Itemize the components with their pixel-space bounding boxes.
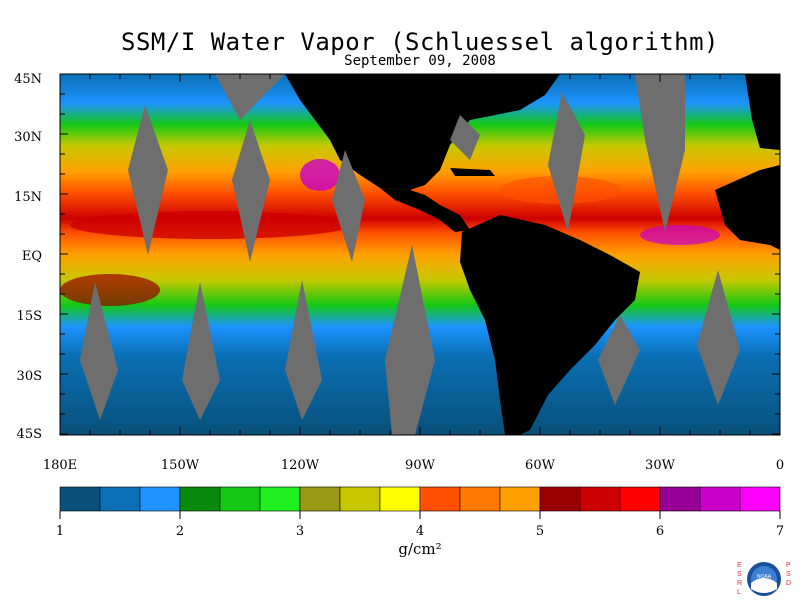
swath-gap	[450, 115, 480, 160]
colorbar-swatch	[539, 486, 581, 512]
svg-text:R: R	[737, 580, 742, 587]
swath-gap	[635, 74, 685, 232]
colorbar-swatch	[619, 486, 661, 512]
svg-text:P: P	[786, 562, 791, 569]
lat-label-15n: 15N	[14, 190, 42, 205]
lon-label-90w: 90W	[405, 458, 435, 473]
colorbar-tick-6: 6	[655, 524, 665, 539]
swath-gap	[697, 270, 740, 405]
colorbar-unit: g/cm²	[398, 540, 442, 558]
colorbar	[59, 486, 781, 519]
moisture-patch	[300, 159, 340, 191]
land-north-america	[285, 74, 560, 190]
svg-text:S: S	[737, 571, 742, 578]
lon-label-0: 0	[775, 458, 785, 473]
map-title: SSM/I Water Vapor (Schluessel algorithm)	[121, 28, 719, 56]
colorbar-swatch	[339, 486, 381, 512]
map-date: September 09, 2008	[344, 53, 496, 69]
colorbar-tick-3: 3	[295, 524, 305, 539]
colorbar-swatch	[699, 486, 741, 512]
colorbar-swatch	[219, 486, 261, 512]
svg-text:D: D	[786, 580, 791, 587]
colorbar-swatch	[139, 486, 181, 512]
swath-gap	[232, 120, 270, 262]
lon-label-30w: 30W	[645, 458, 675, 473]
svg-text:S: S	[786, 571, 791, 578]
swath-gap	[215, 74, 285, 120]
colorbar-swatch	[579, 486, 621, 512]
lat-label-30n: 30N	[14, 130, 42, 145]
lat-label-30s: 30S	[16, 369, 42, 384]
lat-label-15s: 15S	[16, 309, 42, 324]
colorbar-tick-1: 1	[55, 524, 65, 539]
colorbar-tick-4: 4	[415, 524, 425, 539]
swath-gap	[182, 282, 220, 420]
swath-gap	[285, 280, 322, 420]
colorbar-swatch	[99, 486, 141, 512]
land-caribbean	[450, 168, 495, 176]
colorbar-swatch	[739, 486, 781, 512]
colorbar-swatch	[299, 486, 341, 512]
lon-label-180e: 180E	[42, 458, 78, 473]
no-data-swaths	[80, 74, 740, 435]
colorbar-tick-5: 5	[535, 524, 545, 539]
lon-label-120w: 120W	[280, 458, 320, 473]
colorbar-tick-2: 2	[175, 524, 185, 539]
colorbar-swatch	[179, 486, 221, 512]
swath-gap	[332, 150, 365, 262]
moisture-patch	[640, 225, 720, 245]
land-south-america	[460, 215, 640, 435]
colorbar-swatch	[499, 486, 541, 512]
lon-label-60w: 60W	[525, 458, 555, 473]
lon-label-150w: 150W	[160, 458, 200, 473]
swath-gap	[548, 92, 585, 232]
land-europe	[745, 74, 780, 150]
moisture-patch	[70, 211, 350, 239]
lat-label-eq: EQ	[21, 249, 42, 264]
svg-text:E: E	[737, 562, 742, 569]
colorbar-swatch	[459, 486, 501, 512]
colorbar-swatch	[379, 486, 421, 512]
colorbar-swatch	[259, 486, 301, 512]
lat-label-45s: 45S	[16, 427, 42, 442]
colorbar-swatch	[419, 486, 461, 512]
moisture-patch	[60, 274, 160, 306]
swath-gap	[128, 105, 168, 255]
svg-text:L: L	[737, 589, 741, 596]
swath-gap	[385, 245, 435, 435]
swath-gap	[598, 315, 640, 405]
land-africa	[715, 165, 780, 250]
land-central-america	[380, 188, 470, 232]
svg-text:NOAA: NOAA	[757, 574, 772, 580]
swath-gap	[80, 282, 118, 420]
colorbar-swatch	[659, 486, 701, 512]
colorbar-swatch	[59, 486, 101, 512]
colorbar-tick-7: 7	[775, 524, 785, 539]
lat-label-45n: 45N	[14, 72, 42, 87]
